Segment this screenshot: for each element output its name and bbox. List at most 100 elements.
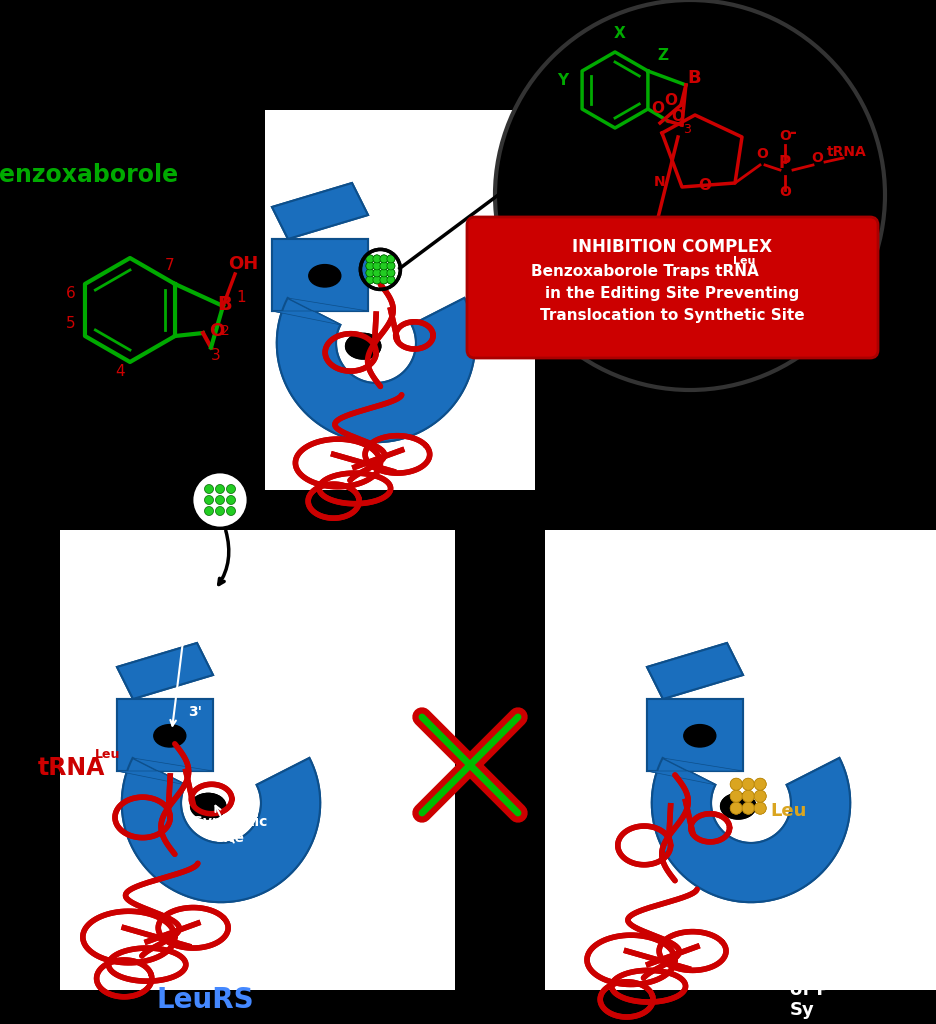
Text: Synthetic
site: Synthetic site [193, 815, 267, 845]
Polygon shape [276, 298, 475, 442]
Circle shape [366, 269, 373, 276]
Polygon shape [651, 758, 849, 902]
Polygon shape [117, 699, 212, 771]
Text: Benzoxaborole: Benzoxaborole [0, 163, 179, 187]
Text: tRNA: tRNA [38, 756, 105, 780]
Circle shape [373, 255, 381, 263]
Ellipse shape [309, 264, 341, 287]
Text: Z: Z [657, 48, 667, 63]
Circle shape [741, 802, 753, 814]
Polygon shape [647, 699, 742, 771]
Circle shape [192, 472, 248, 528]
Ellipse shape [720, 794, 755, 819]
Circle shape [729, 791, 741, 802]
Circle shape [387, 269, 394, 276]
Circle shape [373, 275, 381, 284]
Polygon shape [271, 239, 368, 311]
Polygon shape [117, 699, 212, 771]
Polygon shape [271, 183, 368, 239]
Circle shape [204, 507, 213, 515]
Text: 5: 5 [66, 316, 76, 331]
Polygon shape [271, 298, 368, 325]
Circle shape [729, 791, 741, 802]
Polygon shape [117, 643, 212, 699]
Polygon shape [647, 643, 742, 699]
Circle shape [366, 262, 373, 270]
Text: O: O [697, 178, 710, 193]
Polygon shape [271, 298, 368, 325]
Circle shape [753, 802, 766, 814]
Text: O: O [209, 322, 225, 340]
Text: Editing
site: Editing site [147, 585, 202, 615]
Ellipse shape [345, 334, 380, 359]
Text: N: N [639, 275, 651, 289]
Circle shape [373, 275, 381, 284]
Text: O: O [671, 109, 683, 124]
Circle shape [753, 791, 766, 802]
Ellipse shape [190, 794, 226, 819]
Circle shape [741, 778, 753, 791]
Circle shape [387, 255, 394, 263]
Circle shape [729, 778, 741, 791]
Text: Sy: Sy [789, 1001, 814, 1019]
Polygon shape [117, 643, 212, 699]
Circle shape [741, 802, 753, 814]
Circle shape [753, 778, 766, 791]
Circle shape [753, 802, 766, 814]
Text: Translocation to Synthetic Site: Translocation to Synthetic Site [540, 308, 804, 323]
Circle shape [741, 778, 753, 791]
Circle shape [373, 262, 381, 270]
Circle shape [215, 496, 225, 505]
FancyBboxPatch shape [265, 110, 534, 490]
Circle shape [366, 275, 373, 284]
Text: 1: 1 [236, 290, 245, 305]
Text: N: N [608, 220, 621, 234]
Circle shape [373, 255, 381, 263]
Text: in the Editing Site Preventing: in the Editing Site Preventing [545, 286, 798, 301]
Ellipse shape [154, 725, 185, 746]
Circle shape [379, 275, 388, 284]
Polygon shape [117, 758, 212, 784]
Circle shape [387, 275, 394, 284]
Circle shape [373, 269, 381, 276]
Circle shape [494, 0, 885, 390]
Polygon shape [647, 643, 742, 699]
Ellipse shape [683, 725, 715, 746]
Polygon shape [122, 758, 320, 902]
Circle shape [729, 802, 741, 814]
Text: of P: of P [789, 981, 828, 999]
Circle shape [366, 262, 373, 270]
Text: O: O [778, 185, 790, 199]
Text: Leu: Leu [769, 802, 806, 820]
Circle shape [379, 262, 388, 270]
Text: N: N [639, 224, 651, 238]
Text: 2: 2 [220, 324, 229, 338]
Text: Inh: Inh [789, 961, 821, 979]
Text: -: - [789, 124, 796, 142]
Text: B: B [217, 295, 232, 313]
Circle shape [741, 791, 753, 802]
Ellipse shape [683, 725, 715, 746]
Circle shape [215, 484, 225, 494]
Circle shape [741, 791, 753, 802]
Circle shape [387, 269, 394, 276]
Text: LeuRS: LeuRS [156, 986, 254, 1014]
Ellipse shape [309, 264, 341, 287]
Circle shape [227, 484, 235, 494]
Circle shape [379, 269, 388, 276]
Circle shape [379, 255, 388, 263]
Ellipse shape [345, 334, 380, 359]
Text: INHIBITION COMPLEX: INHIBITION COMPLEX [572, 239, 772, 256]
FancyBboxPatch shape [60, 530, 455, 990]
Text: 6: 6 [66, 286, 76, 301]
Circle shape [204, 496, 213, 505]
Circle shape [387, 275, 394, 284]
Ellipse shape [154, 725, 185, 746]
Polygon shape [647, 758, 742, 784]
Text: O: O [664, 93, 677, 108]
Text: 3': 3' [187, 705, 201, 719]
Text: Y: Y [557, 73, 568, 88]
Text: Benzoxaborole Traps tRNA: Benzoxaborole Traps tRNA [530, 264, 757, 279]
Circle shape [227, 496, 235, 505]
Circle shape [379, 262, 388, 270]
